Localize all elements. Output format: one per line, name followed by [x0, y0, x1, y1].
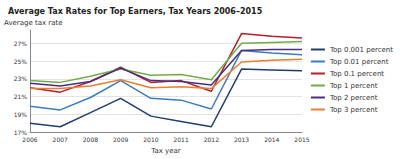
svg-text:Top 1 percent: Top 1 percent	[329, 82, 378, 90]
svg-text:2007: 2007	[53, 136, 68, 143]
svg-text:Top 0.001 percent: Top 0.001 percent	[329, 46, 393, 54]
svg-text:25%: 25%	[14, 58, 28, 65]
svg-text:Top 2 percent: Top 2 percent	[329, 94, 378, 102]
svg-text:Average tax rate: Average tax rate	[4, 19, 63, 27]
svg-text:2015: 2015	[294, 136, 309, 143]
svg-text:2010: 2010	[143, 136, 158, 143]
svg-text:2012: 2012	[204, 136, 219, 143]
svg-text:Top 3 percent: Top 3 percent	[329, 106, 378, 114]
svg-text:2011: 2011	[173, 136, 188, 143]
svg-text:21%: 21%	[14, 93, 28, 100]
svg-text:2009: 2009	[113, 136, 128, 143]
svg-text:23%: 23%	[14, 75, 28, 82]
svg-text:2013: 2013	[234, 136, 249, 143]
svg-text:17%: 17%	[14, 129, 28, 136]
svg-text:Tax year: Tax year	[150, 147, 181, 155]
svg-text:Top 0.01 percent: Top 0.01 percent	[329, 58, 389, 66]
svg-text:Top 0.1 percent: Top 0.1 percent	[329, 70, 384, 78]
svg-text:2006: 2006	[22, 136, 37, 143]
svg-text:2014: 2014	[264, 136, 279, 143]
svg-text:27%: 27%	[14, 40, 28, 47]
svg-text:2008: 2008	[83, 136, 98, 143]
svg-text:Average Tax Rates for Top Earn: Average Tax Rates for Top Earners, Tax Y…	[8, 7, 263, 16]
svg-text:19%: 19%	[14, 111, 28, 118]
